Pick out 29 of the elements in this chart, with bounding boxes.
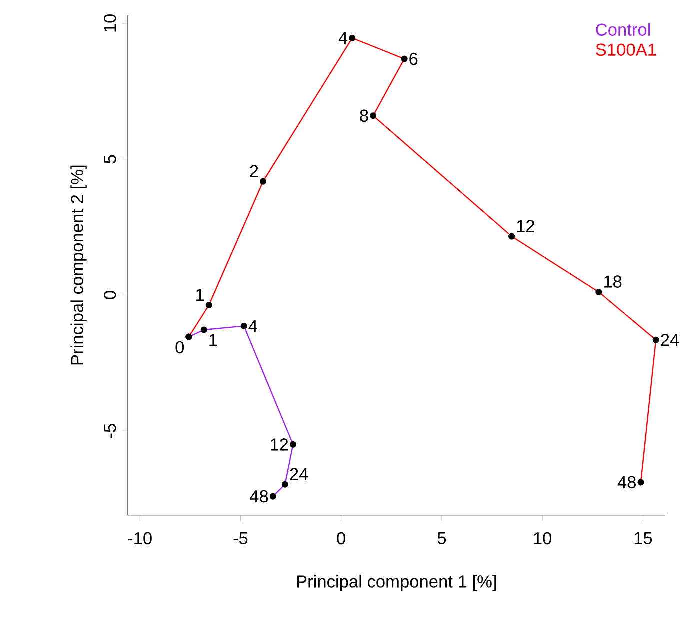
x-tick-label: 0 (337, 532, 346, 545)
annotation: 48 (250, 490, 268, 503)
x-axis-title: Principal component 1 [%] (297, 575, 496, 592)
annotation: 6 (410, 52, 418, 66)
text: Control (596, 23, 650, 36)
text: S100A1 (596, 44, 656, 56)
x-tick-label: 10 (534, 532, 552, 545)
annotation: 8 (360, 110, 368, 122)
annotation: 12 (517, 220, 534, 232)
y-tick-label: -5 (104, 424, 116, 438)
annotation: 24 (290, 468, 308, 480)
annotation: 4 (338, 32, 348, 44)
annotation: 24 (661, 334, 680, 346)
annotation: 2 (250, 165, 258, 178)
y-axis-title: Principal component 2 [%] (70, 166, 87, 365)
annotation: 1 (196, 289, 204, 301)
annotation: 0 (176, 341, 184, 354)
x-tick-label: 5 (438, 532, 446, 544)
annotation: 48 (618, 476, 636, 489)
y-tick-label: 0 (104, 291, 116, 300)
x-tick-label: 15 (634, 532, 652, 544)
annotation: 4 (248, 320, 258, 332)
x-tick-label: -5 (234, 532, 248, 544)
annotation: 1 (210, 334, 218, 346)
y-tick-label: 5 (104, 155, 116, 164)
annotation: 12 (271, 438, 288, 451)
x-tick-label: -10 (128, 532, 152, 545)
annotation: 18 (604, 276, 622, 288)
y-tick-label: 10 (104, 14, 116, 32)
